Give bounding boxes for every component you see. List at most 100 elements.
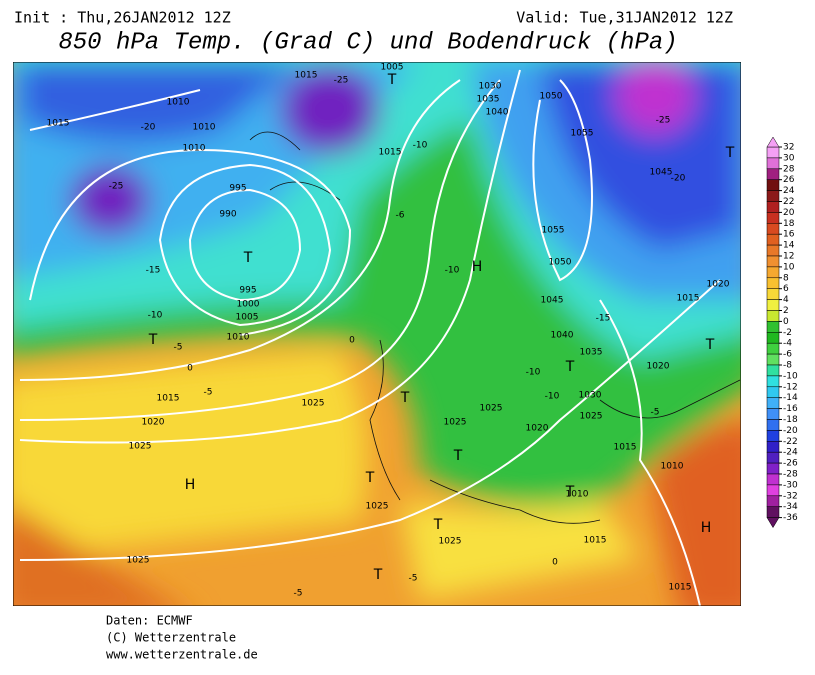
- map-label: 1025: [127, 556, 150, 566]
- map-label: -10: [148, 311, 163, 321]
- init-time: Init : Thu,26JAN2012 12Z: [14, 9, 231, 27]
- map-label: 1040: [551, 331, 574, 341]
- colorbar-label: -10: [783, 371, 798, 381]
- footer-line: www.wetterzentrale.de: [106, 648, 258, 662]
- colorbar-segment: [766, 408, 780, 420]
- map-label: 1015: [157, 394, 180, 404]
- colorbar-segment: [766, 244, 780, 257]
- map-label: 1020: [707, 280, 730, 290]
- colorbar-label: -30: [783, 480, 798, 490]
- colorbar-label: -36: [783, 513, 798, 523]
- colorbar-cap: [766, 517, 780, 529]
- colorbar-segment: [766, 288, 780, 300]
- map-label: T: [400, 390, 410, 406]
- map-label: H: [472, 259, 483, 275]
- map-label: T: [433, 517, 443, 533]
- map-label: T: [373, 567, 383, 583]
- colorbar-segment: [766, 310, 780, 322]
- colorbar-label: 8: [783, 273, 789, 283]
- colorbar-segment: [766, 353, 780, 366]
- colorbar-segment: [766, 332, 780, 344]
- colorbar-segment: [766, 397, 780, 409]
- map-label: 1025: [302, 399, 325, 409]
- map-label: 1030: [579, 391, 602, 401]
- map-label: -6: [396, 211, 405, 221]
- map-label: 995: [239, 286, 256, 296]
- map-label: 1015: [584, 536, 607, 546]
- map-label: 1025: [480, 404, 503, 414]
- footer-line: (C) Wetterzentrale: [106, 631, 236, 645]
- colorbar-label: -28: [783, 470, 798, 480]
- colorbar-label: -26: [783, 459, 798, 469]
- map-label: 1020: [647, 362, 670, 372]
- map-label: -5: [294, 589, 303, 599]
- map-label: 1045: [541, 296, 564, 306]
- map-label: -10: [526, 368, 541, 378]
- map-label: 1040: [486, 108, 509, 118]
- colorbar-segment: [766, 441, 780, 453]
- colorbar-label: -24: [783, 448, 798, 458]
- map-label: T: [148, 332, 158, 348]
- map-label: 1025: [444, 418, 467, 428]
- map-label: 1015: [677, 294, 700, 304]
- colorbar-segment: [766, 233, 780, 246]
- map-label: T: [725, 145, 735, 161]
- map-label: 1010: [661, 462, 684, 472]
- map-label: T: [243, 250, 253, 266]
- map-label: 1015: [295, 71, 318, 81]
- colorbar-cap: [766, 136, 780, 148]
- map-label: -5: [174, 343, 183, 353]
- map-label: 1025: [580, 412, 603, 422]
- map-label: H: [185, 477, 196, 493]
- colorbar-label: 26: [783, 175, 795, 185]
- colorbar-label: -2: [783, 328, 792, 338]
- colorbar-label: 32: [783, 143, 794, 153]
- map-label: -15: [146, 266, 161, 276]
- map-label: 1050: [540, 92, 563, 102]
- colorbar-label: 4: [783, 295, 789, 305]
- map-label: 1055: [542, 226, 565, 236]
- map-label: 1055: [571, 129, 594, 139]
- map-label: 1020: [142, 418, 165, 428]
- map-label: -20: [671, 174, 686, 184]
- map-label: 1030: [479, 82, 502, 92]
- colorbar-label: -16: [783, 404, 798, 414]
- map-label: T: [387, 72, 397, 88]
- map-label: T: [565, 484, 575, 500]
- map-label: 1035: [477, 95, 500, 105]
- map-label: 1025: [366, 502, 389, 512]
- colorbar-segment: [766, 266, 780, 279]
- map-label: 1015: [379, 148, 402, 158]
- colorbar-segment: [766, 430, 780, 442]
- colorbar-segment: [766, 255, 780, 268]
- colorbar-label: -22: [783, 437, 798, 447]
- colorbar-segment: [766, 495, 780, 507]
- colorbar-segment: [766, 146, 780, 159]
- colorbar-label: 18: [783, 219, 795, 229]
- colorbar-segment: [766, 277, 780, 289]
- map-label: -10: [445, 266, 460, 276]
- colorbar-segment: [766, 157, 780, 170]
- map-label: 1020: [526, 424, 549, 434]
- colorbar-segment: [766, 179, 780, 191]
- map-label: -15: [596, 314, 611, 324]
- colorbar-label: -8: [783, 361, 792, 371]
- colorbar-segment: [766, 168, 780, 180]
- map-label: 990: [219, 210, 236, 220]
- colorbar-label: -12: [783, 382, 798, 392]
- colorbar-segment: [766, 223, 780, 235]
- map-label: -5: [651, 408, 660, 418]
- map-label: -25: [109, 182, 124, 192]
- colorbar-segment: [766, 473, 780, 486]
- map-label: -5: [204, 388, 213, 398]
- title: 850 hPa Temp. (Grad C) und Bodendruck (h…: [58, 29, 677, 56]
- map-label: 1035: [580, 348, 603, 358]
- colorbar-segment: [766, 462, 780, 475]
- map-label: -10: [413, 141, 428, 151]
- map-label: 1000: [237, 300, 260, 310]
- map-label: 995: [229, 184, 246, 194]
- map-label: 1010: [227, 333, 250, 343]
- map-label: 1050: [549, 258, 572, 268]
- map-label: 1005: [381, 63, 404, 73]
- map-label: 0: [552, 558, 558, 568]
